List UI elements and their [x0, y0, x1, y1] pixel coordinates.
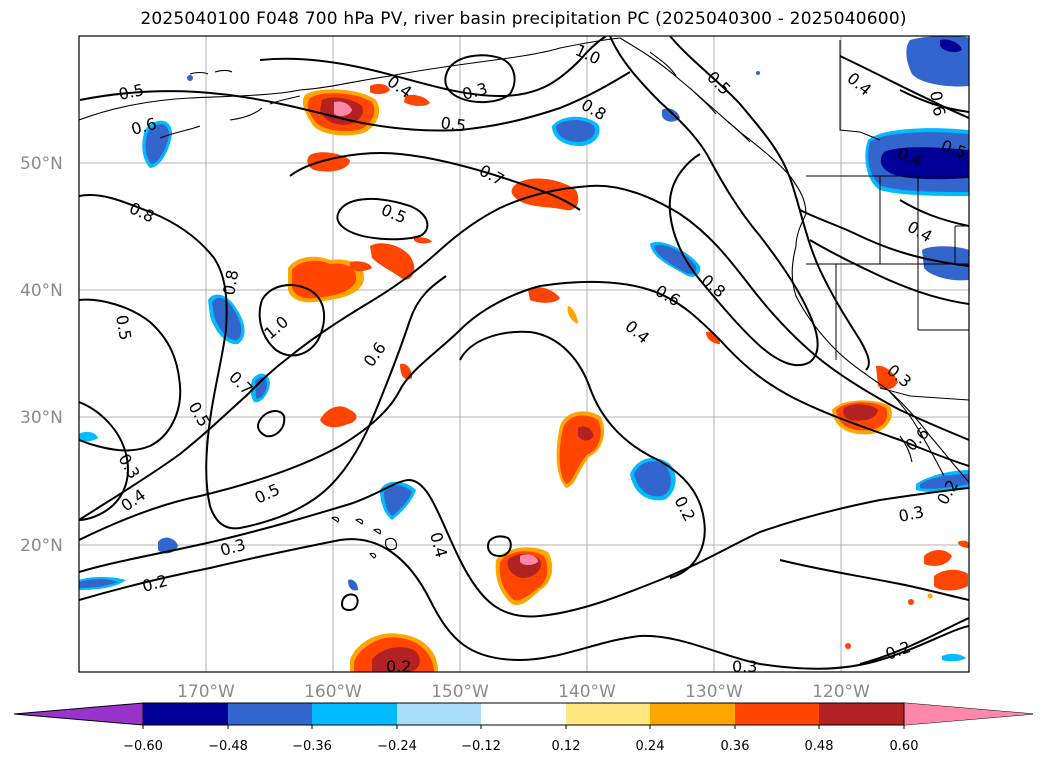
- lon-label: 170°W: [177, 682, 235, 702]
- contour-label: 0.2: [386, 657, 411, 676]
- colorbar-tick-label: 0.48: [805, 739, 834, 754]
- contour-label: 0.5: [112, 313, 135, 341]
- contour-04-east: [839, 55, 969, 119]
- contour-inner-07: [257, 410, 286, 438]
- alaska-coast: [79, 37, 621, 121]
- contour-05-loop: [336, 197, 429, 241]
- colorbar-bin: [143, 703, 228, 725]
- contour-se-02: [859, 617, 969, 665]
- contour-small-ring-1: [486, 535, 512, 558]
- colorbar-bin: [566, 703, 650, 725]
- negative-anomaly-areas: [79, 36, 969, 662]
- cool-blob-pnw: [662, 108, 680, 122]
- warm-blob-34n-east: [876, 365, 898, 390]
- warm-blob-north-2: [404, 94, 430, 106]
- colorbar-bin: [312, 703, 397, 725]
- lon-label: 130°W: [685, 682, 743, 702]
- colorbar-bin: [819, 703, 904, 725]
- warm-blob-36n: [706, 331, 720, 344]
- baja-coast: [887, 389, 945, 477]
- pv-contours: [79, 36, 969, 670]
- colorbar-tick-label: 0.24: [636, 739, 665, 754]
- contour-outer-south-02: [79, 538, 969, 670]
- colorbar-bin: [228, 703, 312, 725]
- contour-06-east: [899, 89, 969, 113]
- colorbar-tick-label: 0.12: [552, 739, 581, 754]
- contour-label: 0.8: [219, 268, 242, 296]
- colorbar-bin: [481, 703, 566, 725]
- contour-east-09: [899, 199, 969, 227]
- contour-03-loop: [444, 54, 516, 104]
- contour-label: 0.3: [732, 657, 757, 676]
- colorbar-tick-label: −0.36: [292, 739, 332, 754]
- colorbar-bin: [650, 703, 735, 725]
- positive-anomaly-areas: [287, 83, 969, 672]
- graticule: [79, 36, 969, 672]
- borders: [806, 40, 969, 401]
- contour-nw-08: [79, 194, 447, 530]
- contour-west-05: [79, 298, 182, 452]
- colorbar-tick-label: −0.60: [123, 739, 163, 754]
- cool-blob-15n: [348, 579, 358, 591]
- colorbar-tick-label: 0.36: [721, 739, 750, 754]
- cool-blob-28n-west: [79, 431, 98, 442]
- colorbar-tick-label: −0.24: [377, 739, 417, 754]
- lon-label: 120°W: [812, 682, 870, 702]
- lon-label: 150°W: [431, 682, 489, 702]
- bc-coast: [619, 37, 807, 247]
- contour-small-ring-2: [340, 593, 359, 612]
- colorbar-tick-label: −0.48: [208, 739, 248, 754]
- lon-label: 160°W: [304, 682, 362, 702]
- contour-label: 0.5: [439, 113, 467, 135]
- lat-label: 50°N: [20, 154, 63, 174]
- warm-blob-30n: [320, 406, 357, 428]
- contour-north-04: [259, 36, 607, 98]
- warm-blob-20n-east: [924, 550, 952, 566]
- contour-pnw-06: [669, 36, 870, 371]
- contour-south-04: [79, 280, 969, 541]
- warm-blob-40n: [528, 287, 560, 303]
- warm-blob-34n: [400, 363, 412, 380]
- contour-140w-loop: [459, 330, 706, 579]
- lat-label: 30°N: [20, 408, 63, 428]
- lat-label: 40°N: [20, 281, 63, 301]
- us-west-coast: [791, 245, 969, 483]
- state-borders: [806, 176, 969, 360]
- contour-label: 0.6: [926, 89, 949, 117]
- us-mexico-border: [879, 387, 969, 401]
- longitude-labels: 170°W 160°W 150°W 140°W 130°W 120°W: [177, 682, 870, 702]
- contour-north-05: [79, 71, 631, 132]
- map-frame: [78, 35, 970, 673]
- figure-title: 2025040100 F048 700 hPa PV, river basin …: [140, 9, 907, 29]
- colorbar: −0.60 −0.48 −0.36 −0.24 −0.12 0.12 0.24 …: [13, 702, 1034, 754]
- colorbar-tick-label: 0.60: [890, 739, 919, 754]
- contour-pnw-08: [609, 36, 819, 367]
- contour-south-03: [79, 478, 969, 618]
- contour-east-low: [779, 559, 969, 601]
- colorbar-bin: [397, 703, 481, 725]
- contour-inner-10: [258, 284, 326, 357]
- lat-label: 20°N: [20, 536, 63, 556]
- contour-west-03: [79, 401, 129, 521]
- hawaii-islands: [354, 518, 397, 559]
- contour-07-north: [289, 152, 581, 211]
- contour-label: 0.5: [117, 80, 146, 104]
- warm-blob-43n: [370, 243, 415, 280]
- colorbar-tick-label: −0.12: [461, 739, 501, 754]
- coastlines: [79, 37, 969, 559]
- latitude-labels: 50°N 40°N 30°N 20°N: [20, 154, 63, 556]
- lon-label: 140°W: [558, 682, 616, 702]
- colorbar-extend-min: [13, 702, 144, 726]
- contour-label: 0.3: [897, 502, 926, 526]
- contour-east-curves: [799, 209, 969, 305]
- warm-blob-north-1: [370, 83, 390, 95]
- colorbar-bin: [735, 703, 819, 725]
